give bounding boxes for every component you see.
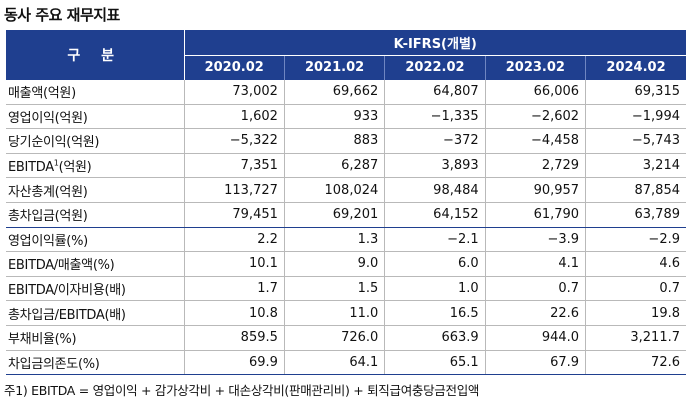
table-cell: 87,854 [585, 177, 686, 203]
row-label: 차입금의존도(%) [6, 350, 184, 376]
row-label: 매출액(억원) [6, 80, 184, 105]
footnote-marker: 1 [53, 158, 59, 168]
table-row: 당기순이익(억원) −5,322 883 −372 −4,458 −5,743 [6, 128, 686, 154]
unit-label: (억원) [58, 160, 92, 176]
table-cell: 2,729 [484, 153, 586, 179]
table-cell: 4.6 [585, 251, 686, 277]
table-row: 부채비율(%) 859.5 726.0 663.9 944.0 3,211.7 [6, 325, 686, 351]
table-cell: 64,152 [384, 202, 486, 228]
standard-group-header: K-IFRS(개별) [184, 30, 686, 56]
table-cell: 98,484 [384, 177, 486, 203]
footnote: 주1) EBITDA = 영업이익 + 감가상각비 + 대손상각비(판매관리비)… [4, 383, 480, 398]
table-cell: 663.9 [384, 325, 486, 351]
table-cell: 63,789 [585, 202, 686, 228]
table-row: EBITDA1(억원) 7,351 6,287 3,893 2,729 3,21… [6, 153, 686, 179]
year-header: 2023.02 [485, 55, 587, 80]
table-cell: 726.0 [283, 325, 385, 351]
row-label: 총차입금(억원) [6, 202, 184, 228]
row-header-label: 구 분 [6, 30, 185, 80]
table-cell: 883 [283, 128, 385, 154]
row-label: 영업이익률(%) [6, 227, 184, 253]
table-row: 자산총계(억원) 113,727 108,024 98,484 90,957 8… [6, 177, 686, 203]
year-header: 2024.02 [606, 60, 666, 76]
table-cell: 0.7 [484, 276, 586, 302]
table-cell: −5,322 [183, 128, 285, 154]
table-cell: 9.0 [283, 251, 385, 277]
table-cell: 859.5 [183, 325, 285, 351]
row-label: 총차입금/EBITDA(배) [6, 300, 184, 326]
table-cell: 79,451 [183, 202, 285, 228]
table-cell: 90,957 [484, 177, 586, 203]
table-cell: 10.1 [183, 251, 285, 277]
table-cell: 64.1 [283, 350, 385, 376]
row-label: EBITDA/이자비용(배) [6, 276, 184, 302]
table-cell: 61,790 [484, 202, 586, 228]
row-label: 부채비율(%) [6, 325, 184, 351]
table-cell: 1.3 [283, 227, 385, 253]
table-cell: −2,602 [484, 104, 586, 130]
table-row: 영업이익(억원) 1,602 933 −1,335 −2,602 −1,994 [6, 104, 686, 130]
table-cell: 69,662 [283, 80, 385, 105]
table-cell: 22.6 [484, 300, 586, 326]
table-row: EBITDA/이자비용(배) 1.7 1.5 1.0 0.7 0.7 [6, 276, 686, 302]
year-header: 2021.02 [284, 55, 386, 80]
year-header: 2020.02 [184, 55, 285, 80]
table-cell: −2.1 [384, 227, 486, 253]
table-cell: 11.0 [283, 300, 385, 326]
table-cell: 2.2 [183, 227, 285, 253]
table-cell: 10.8 [183, 300, 285, 326]
table-row: 영업이익률(%) 2.2 1.3 −2.1 −3.9 −2.9 [6, 227, 686, 253]
table-cell: 66,006 [484, 80, 586, 105]
table-cell: −372 [384, 128, 486, 154]
table-cell: 1.7 [183, 276, 285, 302]
table-cell: −2.9 [585, 227, 686, 253]
row-label: 자산총계(억원) [6, 177, 184, 203]
table-cell: 64,807 [384, 80, 486, 105]
ebitda-label: EBITDA [8, 160, 54, 176]
table-cell: 3,211.7 [585, 325, 686, 351]
table-cell: 72.6 [585, 350, 686, 376]
table-cell: 69,201 [283, 202, 385, 228]
table-cell: 3,893 [384, 153, 486, 179]
table-cell: 6,287 [283, 153, 385, 179]
table-cell: −4,458 [484, 128, 586, 154]
table-cell: 65.1 [384, 350, 486, 376]
table-cell: 19.8 [585, 300, 686, 326]
table-row: EBITDA/매출액(%) 10.1 9.0 6.0 4.1 4.6 [6, 251, 686, 277]
table-cell: −1,994 [585, 104, 686, 130]
table-cell: 4.1 [484, 251, 586, 277]
table-cell: 113,727 [183, 177, 285, 203]
table-cell: −1,335 [384, 104, 486, 130]
row-label: EBITDA1(억원) [6, 153, 184, 179]
table-cell: 73,002 [183, 80, 285, 105]
table-cell: 933 [283, 104, 385, 130]
table-cell: 0.7 [585, 276, 686, 302]
table-cell: 944.0 [484, 325, 586, 351]
financial-indicators-table: 구 분 K-IFRS(개별) 2020.02 2021.02 2022.02 2… [6, 30, 686, 376]
table-cell: 69,315 [585, 80, 686, 105]
table-cell: 1.5 [283, 276, 385, 302]
table-cell: 3,214 [585, 153, 686, 179]
table-cell: 1,602 [183, 104, 285, 130]
row-label: 영업이익(억원) [6, 104, 184, 130]
table-cell: 16.5 [384, 300, 486, 326]
row-label: EBITDA/매출액(%) [6, 251, 184, 277]
table-row: 총차입금/EBITDA(배) 10.8 11.0 16.5 22.6 19.8 [6, 300, 686, 326]
row-label: 당기순이익(억원) [6, 128, 184, 154]
table-cell: 108,024 [283, 177, 385, 203]
table-cell: 67.9 [484, 350, 586, 376]
table-cell: 1.0 [384, 276, 486, 302]
table-row: 매출액(억원) 73,002 69,662 64,807 66,006 69,3… [6, 80, 686, 105]
table-cell: 69.9 [183, 350, 285, 376]
year-header: 2022.02 [384, 55, 486, 80]
table-title: 동사 주요 재무지표 [4, 6, 120, 24]
table-cell: −5,743 [585, 128, 686, 154]
table-row: 총차입금(억원) 79,451 69,201 64,152 61,790 63,… [6, 202, 686, 228]
table-cell: −3.9 [484, 227, 586, 253]
table-cell: 6.0 [384, 251, 486, 277]
table-row: 차입금의존도(%) 69.9 64.1 65.1 67.9 72.6 [6, 350, 686, 376]
table-cell: 7,351 [183, 153, 285, 179]
